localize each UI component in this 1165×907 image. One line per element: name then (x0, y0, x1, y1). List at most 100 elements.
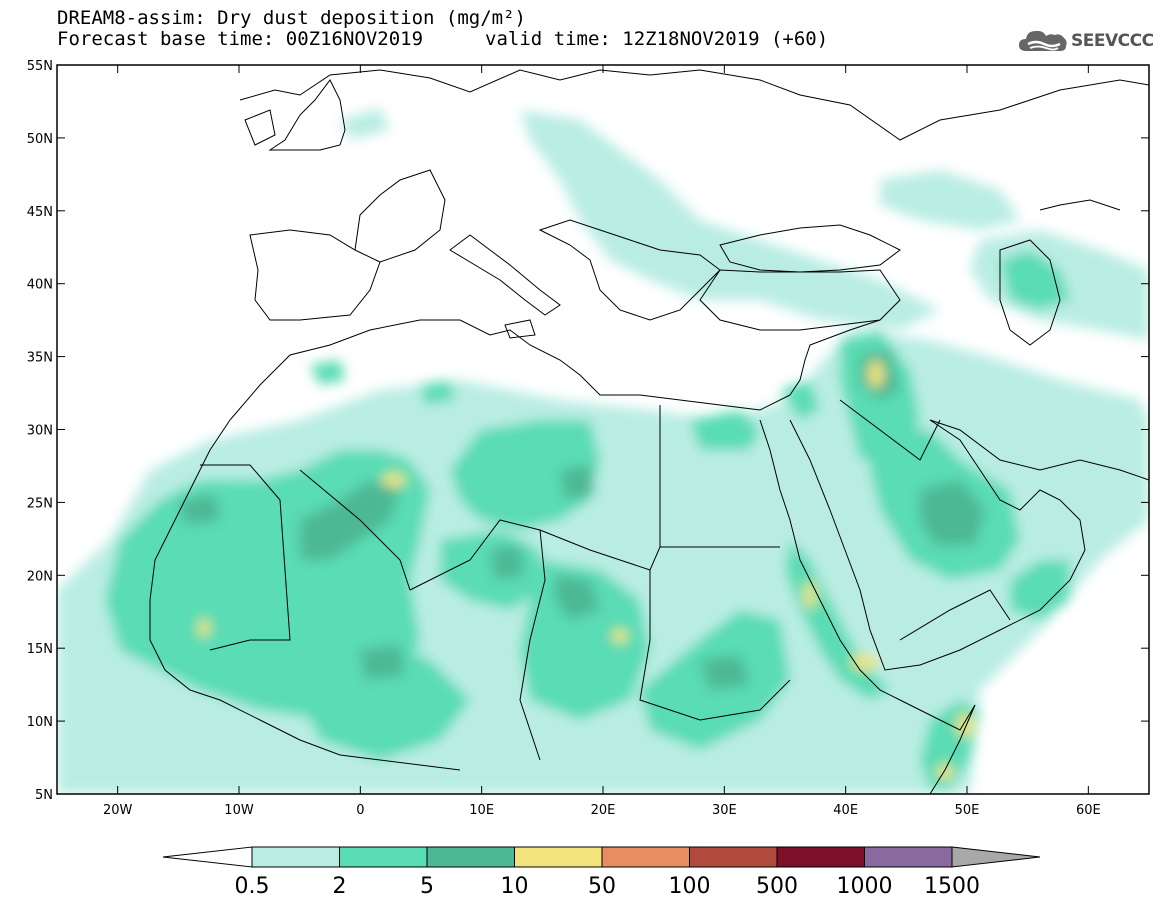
coastline-iberia (249, 229, 381, 321)
cloud-logo-icon (1019, 30, 1067, 51)
hotspot-redsea (804, 581, 816, 609)
colorbar-label: 2 (333, 874, 347, 899)
border-mali (200, 464, 291, 651)
lon-tick-label: 40E (833, 803, 858, 818)
colorbar-label: 10 (501, 874, 529, 899)
contour-dark-arabia (920, 480, 985, 545)
seevccc-logo: SEEVCCC (1018, 26, 1154, 56)
contour-mid-sahel (300, 640, 470, 760)
deposition-field (57, 65, 1149, 794)
colorbar-label: 0.5 (235, 874, 270, 899)
contour-mid-sahara (450, 420, 600, 530)
coastline-levant (789, 319, 881, 396)
coastline-sicily (504, 319, 536, 339)
colorbar: 0.5 2 5 10 50 100 500 1000 1500 (162, 846, 1041, 899)
hotspot-iraq (868, 360, 884, 388)
contour-mid-levant (780, 380, 820, 420)
contour-light-central-asia (880, 170, 1020, 230)
coastline-persia (929, 419, 1149, 481)
coastline-n-africa (229, 319, 791, 421)
colorbar-swatch (514, 846, 603, 868)
border-sudan (639, 570, 791, 721)
lat-tick-label: 10N (27, 715, 53, 730)
lat-tick-label: 55N (27, 59, 53, 74)
contour-mid-morocco (310, 360, 345, 385)
contour-dark-libya (560, 465, 595, 500)
lon-tick-label: 0 (356, 803, 364, 818)
contour-mid-egypt (690, 410, 760, 450)
lat-tick-label: 40N (27, 278, 53, 293)
contour-dark-mali (300, 480, 400, 560)
contour-dark-sudan (555, 575, 600, 620)
coastline-redsea-e (789, 419, 1086, 671)
latitude-axis: 55N 50N 45N 40N 35N 30N 25N 20N 15N 10N 5N (27, 59, 1149, 803)
lat-tick-label: 20N (27, 569, 53, 584)
coastlines-borders (149, 69, 1149, 794)
coastline-italy (449, 234, 561, 316)
dust-contours (57, 108, 1149, 794)
colorbar-swatch (251, 846, 340, 868)
colorbar-label: 5 (420, 874, 434, 899)
hotspot-somalia (957, 713, 973, 737)
longitude-axis: 20W 10W 0 10E 20E 30E 40E 50E 60E (103, 65, 1101, 818)
colorbar-swatch (776, 846, 865, 868)
coastline-ireland (244, 109, 276, 146)
hotspot-eritrea (851, 654, 879, 670)
map-title: DREAM8-assim: Dry dust deposition (mg/m²… (57, 7, 526, 29)
contour-mid-redsea (785, 540, 890, 700)
lat-tick-label: 5N (35, 788, 53, 803)
colorbar-swatch (864, 846, 953, 868)
hotspot-senegal (198, 619, 210, 637)
border-central-asia (1039, 199, 1121, 211)
contour-mid-oman (1010, 560, 1070, 620)
contour-mid-caspian (1000, 250, 1070, 310)
coastline-europe (239, 69, 1149, 141)
coastline-redsea-w (759, 419, 976, 731)
map-header: DREAM8-assim: Dry dust deposition (mg/m²… (57, 7, 828, 50)
colorbar-label: 1500 (924, 874, 980, 899)
hotspot-somalia-s (937, 764, 953, 780)
coastline-w-africa (149, 419, 461, 771)
contour-dark-mauritania (180, 495, 220, 525)
lat-tick-label: 50N (27, 132, 53, 147)
hotspot-sudan (612, 629, 628, 643)
coastline-france (354, 169, 446, 263)
logo-text: SEEVCCC (1071, 31, 1154, 51)
border-chad (519, 529, 546, 761)
border-saudi (839, 399, 941, 461)
hotspot-algeria (382, 473, 406, 487)
coastline-horn (929, 704, 976, 794)
colorbar-label: 1000 (837, 874, 893, 899)
coastline-uk (268, 79, 346, 151)
contour-light-europe (520, 110, 940, 330)
colorbar-arrow-low (162, 846, 253, 868)
contour-dark-southsudan (700, 655, 750, 690)
coastline-caspian (999, 239, 1061, 346)
lat-tick-label: 35N (27, 351, 53, 366)
contour-dark-chad (490, 545, 525, 580)
lon-tick-label: 30E (712, 803, 737, 818)
contour-mid-sudan (520, 560, 650, 720)
lat-tick-label: 30N (27, 424, 53, 439)
lon-tick-label: 10E (469, 803, 494, 818)
coastline-balkans (538, 219, 721, 321)
valid-time: valid time: 12Z18NOV2019 (+60) (485, 28, 829, 50)
colorbar-swatch (689, 846, 778, 868)
colorbar-swatch (339, 846, 428, 868)
base-time: Forecast base time: 00Z16NOV2019 (57, 28, 424, 50)
colorbar-swatch (601, 846, 690, 868)
lon-tick-label: 20E (591, 803, 616, 818)
contour-mid-algeria (420, 380, 455, 405)
lon-tick-label: 10W (224, 803, 254, 818)
colorbar-label: 500 (756, 874, 798, 899)
lon-tick-label: 20W (103, 803, 133, 818)
border-sahara-1 (299, 469, 411, 591)
lat-tick-label: 45N (27, 205, 53, 220)
colorbar-swatch (426, 846, 515, 868)
lon-tick-label: 50E (955, 803, 980, 818)
lon-tick-label: 60E (1076, 803, 1101, 818)
coastline-blacksea (719, 224, 901, 273)
colorbar-label: 50 (588, 874, 616, 899)
lat-tick-label: 25N (27, 496, 53, 511)
